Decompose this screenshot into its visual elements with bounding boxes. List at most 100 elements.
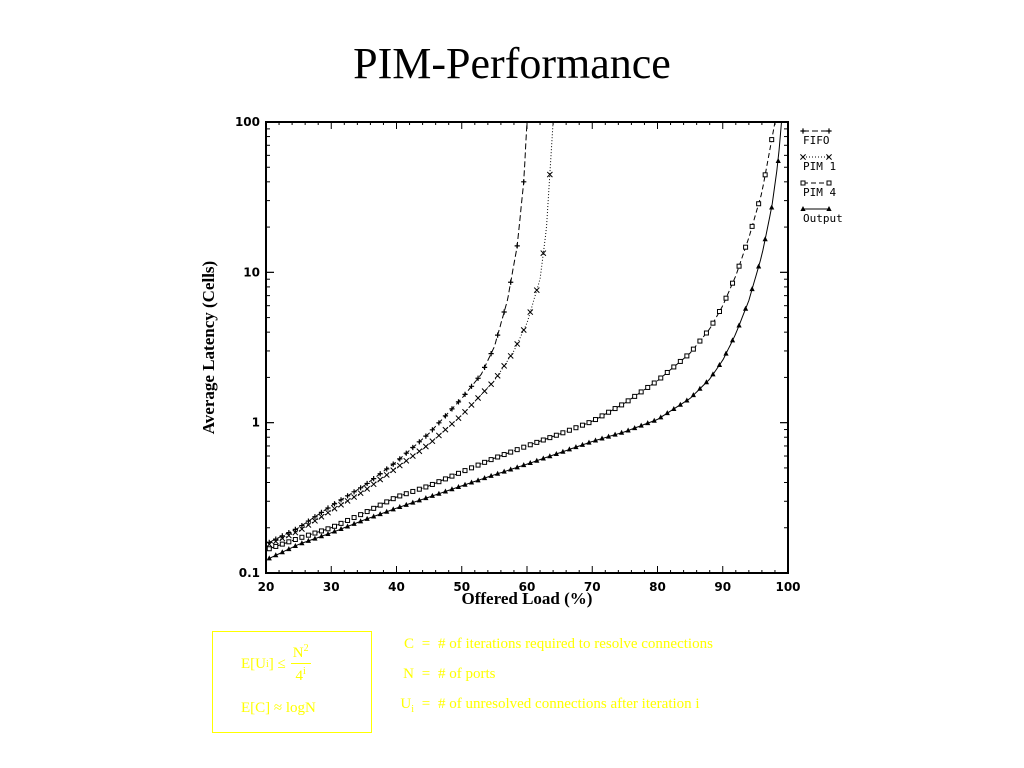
data-point: [488, 351, 494, 357]
data-point: [312, 530, 318, 536]
data-point: [534, 439, 540, 445]
data-point: [455, 470, 461, 476]
data-point: [299, 522, 305, 529]
data-point: [462, 468, 468, 474]
data-point: [599, 435, 605, 441]
data-point: [455, 483, 462, 489]
data-point: [332, 523, 338, 529]
data-point: [684, 397, 690, 403]
data-point: [762, 172, 768, 178]
data-point: [299, 540, 305, 546]
data-point: [632, 393, 638, 399]
data-point: [292, 526, 298, 532]
legend-label: FIFO: [803, 134, 830, 147]
data-point: [553, 432, 559, 438]
x-tick-label: 90: [714, 580, 731, 594]
definition-symbol: Ui: [400, 696, 414, 715]
data-point: [318, 533, 325, 539]
data-point: [377, 476, 384, 483]
data-point: [507, 352, 514, 359]
definition-symbol: N: [403, 666, 414, 682]
data-point: [292, 529, 299, 536]
formula-operator: ] ≤: [268, 655, 286, 672]
data-point: [566, 427, 572, 433]
data-point: [743, 244, 749, 250]
data-point: [305, 532, 311, 538]
data-point: [481, 388, 488, 395]
data-point: [351, 494, 358, 500]
data-point: [488, 457, 494, 463]
data-point: [338, 497, 344, 503]
data-point: [638, 389, 644, 395]
data-point: [671, 364, 677, 370]
data-point: [384, 466, 390, 472]
data-point: [592, 437, 599, 443]
data-point: [338, 526, 344, 532]
definition-symbol: C: [403, 636, 414, 652]
data-point: [482, 459, 488, 465]
data-point: [749, 286, 755, 292]
data-point: [397, 504, 403, 510]
data-point: [527, 459, 533, 465]
data-point: [494, 372, 501, 379]
data-point: [331, 528, 338, 534]
data-point: [325, 505, 331, 511]
data-point: [286, 539, 292, 545]
data-point: [625, 398, 631, 404]
definition-row: C = # of iterations required to resolve …: [394, 636, 713, 666]
data-point: [410, 488, 416, 494]
legend-marker: [826, 206, 832, 211]
data-point: [286, 546, 292, 552]
data-point: [540, 250, 547, 257]
data-point: [547, 453, 553, 459]
series-line-pim-4: [269, 121, 776, 550]
data-point: [403, 491, 409, 497]
data-point: [318, 528, 324, 534]
data-point: [351, 489, 357, 495]
data-point: [371, 505, 377, 511]
fraction-numerator: N2: [290, 644, 311, 664]
data-point: [377, 502, 383, 508]
data-point: [508, 466, 514, 472]
data-point: [501, 309, 507, 315]
legend-label: PIM 1: [803, 160, 836, 173]
formula-fraction: N2 4i: [290, 644, 311, 684]
data-point: [266, 541, 273, 548]
data-point: [501, 468, 507, 474]
data-point: [429, 481, 435, 487]
x-tick-label: 30: [323, 580, 340, 594]
data-point: [449, 420, 455, 427]
data-point: [305, 518, 312, 524]
data-point: [469, 465, 475, 471]
expected-unresolved-formula: E[U i] ≤ N2 4i: [241, 644, 311, 684]
data-point: [756, 263, 762, 269]
data-point: [605, 433, 612, 439]
data-point: [579, 441, 586, 447]
data-point: [749, 223, 755, 229]
data-point: [468, 479, 475, 485]
data-point: [488, 381, 495, 388]
data-point: [742, 305, 749, 311]
data-point: [311, 517, 318, 524]
data-point: [508, 449, 514, 455]
legend-marker: [800, 154, 806, 160]
data-point: [521, 462, 527, 468]
data-point: [410, 444, 416, 451]
data-point: [697, 338, 703, 344]
slide-title: PIM-Performance: [353, 39, 671, 88]
data-point: [318, 513, 325, 520]
data-point: [619, 429, 625, 435]
data-point: [475, 395, 482, 401]
data-point: [495, 332, 501, 338]
data-point: [396, 462, 403, 469]
data-point: [533, 287, 540, 294]
data-point: [475, 375, 481, 381]
data-point: [521, 444, 527, 450]
data-point: [677, 401, 683, 407]
data-point: [331, 501, 338, 507]
data-point: [371, 475, 377, 482]
data-point: [279, 549, 285, 555]
data-point: [606, 409, 612, 415]
data-point: [423, 495, 429, 501]
data-point: [390, 467, 397, 474]
